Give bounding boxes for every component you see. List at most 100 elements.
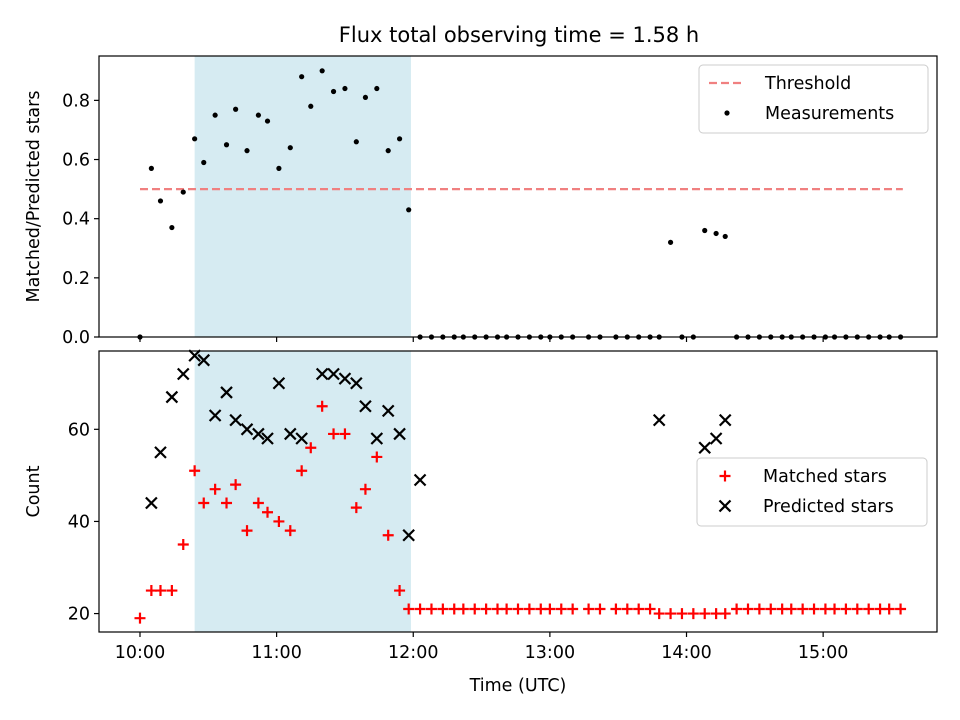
predicted-star-point — [220, 386, 233, 399]
x-tick-label: 15:00 — [798, 643, 848, 663]
matched-star-point — [687, 608, 699, 620]
matched-star-point — [339, 428, 351, 440]
matched-star-point — [262, 506, 274, 518]
legend-measurement-swatch — [724, 110, 730, 116]
matched-star-point — [797, 603, 809, 615]
matched-star-point — [785, 603, 797, 615]
legend-label: Predicted stars — [763, 497, 894, 517]
matched-star-point — [742, 603, 754, 615]
measurement-point — [180, 189, 186, 195]
matched-star-point — [382, 529, 394, 541]
y-tick-label: 0.6 — [62, 151, 90, 171]
predicted-star-point — [652, 413, 666, 427]
matched-star-point — [653, 608, 665, 620]
measurement-point — [406, 207, 412, 213]
x-tick-label: 10:00 — [115, 643, 165, 663]
y-tick-label: 20 — [68, 605, 90, 625]
predicted-star-point — [350, 376, 363, 390]
matched-star-point — [665, 608, 677, 620]
predicted-star-point — [413, 473, 427, 487]
matched-star-point — [883, 603, 895, 615]
predicted-star-point — [208, 409, 222, 422]
measurement-point — [667, 239, 674, 245]
matched-star-point — [840, 603, 852, 615]
x-tick-label: 12:00 — [388, 643, 438, 663]
predicted-star-point — [295, 432, 308, 445]
legend-matched-swatch — [719, 470, 731, 482]
measurement-point — [287, 145, 293, 151]
count-legend: Matched stars Predicted stars — [696, 457, 928, 527]
matched-star-point — [469, 603, 481, 615]
predicted-star-point — [718, 413, 732, 427]
legend-box — [698, 64, 929, 134]
measurement-point — [362, 94, 369, 101]
axes-frame — [98, 350, 938, 633]
predicted-star-point — [252, 427, 265, 441]
x-tick-label: 13:00 — [525, 643, 575, 663]
measurement-point — [353, 139, 359, 145]
predicted-star-point — [327, 367, 340, 381]
matched-star-point — [134, 612, 146, 624]
measurement-point — [212, 112, 218, 118]
predicted-star-point — [272, 376, 286, 390]
legend-predicted-swatch — [718, 499, 732, 513]
y-axis-label: Matched/Predicted stars — [24, 91, 44, 303]
axes-frame — [98, 55, 938, 338]
matched-star-point — [808, 603, 820, 615]
matched-star-point — [296, 465, 308, 477]
matched-star-point — [284, 525, 296, 537]
matched-star-point — [851, 603, 863, 615]
legend-label: Measurements — [765, 104, 894, 124]
matched-star-point — [425, 603, 437, 615]
matched-star-point — [610, 603, 622, 615]
y-tick-label: 0.0 — [62, 328, 90, 348]
shaded-interval — [194, 56, 411, 337]
legend-label: Threshold — [764, 74, 851, 94]
predicted-star-point — [240, 423, 254, 436]
matched-star-point — [676, 608, 688, 620]
matched-star-point — [633, 603, 645, 615]
y-axis-label: Count — [24, 465, 44, 517]
matched-star-point — [765, 603, 777, 615]
legend-box — [696, 457, 928, 527]
ratio-panel: 0.0 0.2 0.4 0.6 0.8 Matched/Predicted stars Th… — [24, 55, 938, 348]
measurement-point — [244, 148, 250, 154]
matched-star-point — [512, 603, 524, 615]
matched-star-point — [273, 515, 285, 527]
matched-star-point — [403, 603, 415, 615]
matched-star-point — [328, 428, 340, 440]
y-tick-label: 0.4 — [62, 210, 90, 230]
measurement-point — [722, 233, 728, 240]
measurement-point — [233, 106, 239, 112]
matched-star-point — [555, 603, 567, 615]
count-panel: 10:00 11:00 12:00 13:00 14:00 15:00 20 40 60 Coun… — [24, 349, 938, 696]
predicted-star-point — [359, 400, 372, 413]
measurement-point — [201, 159, 207, 166]
predicted-star-point — [370, 432, 384, 445]
matched-star-point — [414, 603, 426, 615]
matched-star-point — [594, 603, 606, 615]
predicted-star-point — [229, 413, 242, 427]
predicted-star-point — [154, 446, 167, 459]
matched-star-point — [523, 603, 535, 615]
predicted-star-point — [381, 404, 395, 418]
measurement-point — [330, 88, 337, 95]
measurement-point — [223, 142, 230, 148]
predicted-star-point — [698, 441, 712, 455]
predicted-star-point — [165, 390, 179, 404]
predicted-star-point — [284, 427, 297, 441]
measurement-point — [308, 103, 314, 109]
measurement-point — [342, 85, 348, 92]
x-tick-label: 11:00 — [251, 643, 301, 663]
predicted-star-point — [315, 367, 329, 381]
x-tick-label: 14:00 — [661, 643, 711, 663]
matched-star-point — [731, 603, 743, 615]
matched-star-point — [230, 479, 242, 491]
ratio-legend: Threshold Measurements — [698, 64, 929, 134]
matched-star-point — [350, 502, 362, 514]
measurement-point — [255, 112, 262, 118]
predicted-star-point — [393, 427, 406, 441]
figure-title: Flux total observing time = 1.58 h — [339, 23, 699, 47]
measurement-point — [148, 165, 154, 171]
